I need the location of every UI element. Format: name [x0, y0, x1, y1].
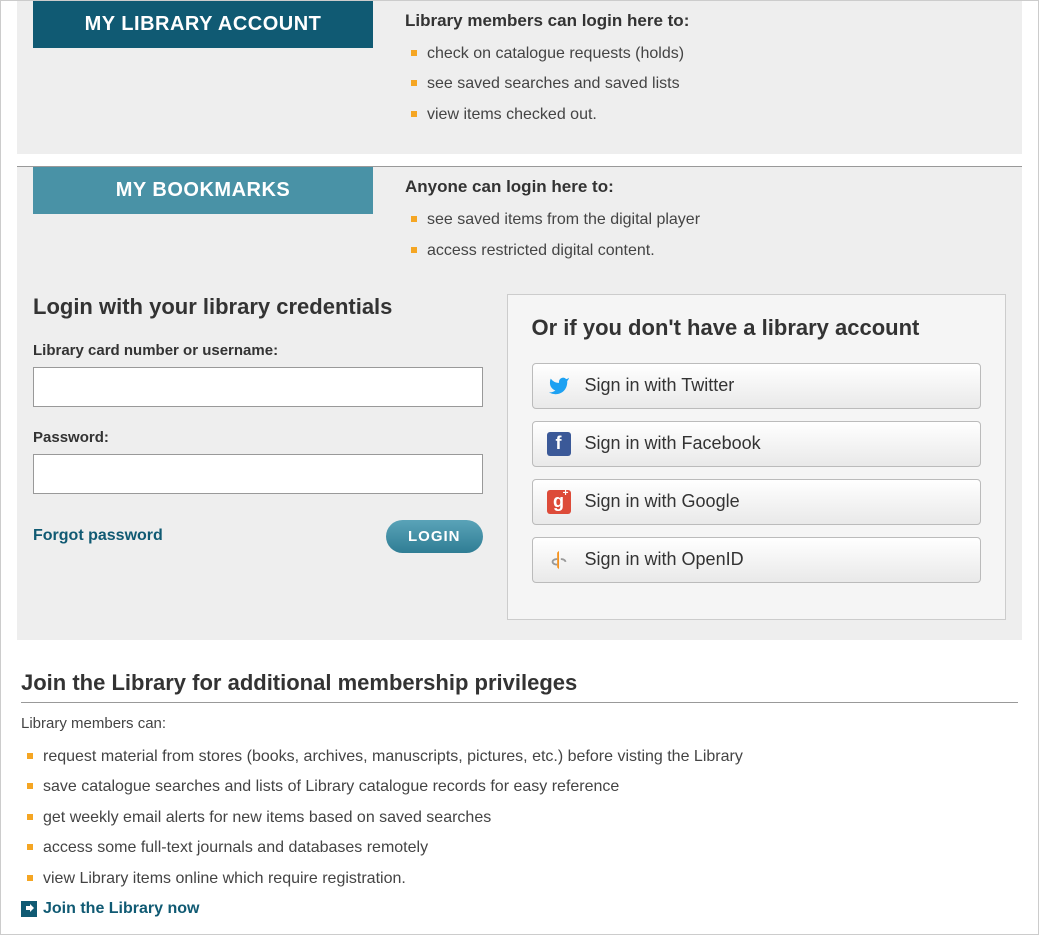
social-heading: Or if you don't have a library account	[532, 315, 982, 341]
join-link-row[interactable]: Join the Library now	[21, 900, 1018, 918]
account-top-row: MY LIBRARY ACCOUNT Library members can l…	[33, 1, 1006, 134]
login-heading: Login with your library credentials	[33, 294, 483, 320]
list-item: get weekly email alerts for new items ba…	[27, 807, 1018, 829]
bookmarks-heading[interactable]: MY BOOKMARKS	[33, 167, 373, 214]
arrow-icon	[21, 901, 37, 917]
google-icon: g	[547, 490, 571, 514]
bookmarks-top-row: MY BOOKMARKS Anyone can login here to: s…	[33, 167, 1006, 270]
twitter-label: Sign in with Twitter	[585, 375, 735, 396]
openid-label: Sign in with OpenID	[585, 549, 744, 570]
bookmarks-intro-title: Anyone can login here to:	[405, 177, 1006, 197]
account-intro-block: Library members can login here to: check…	[405, 1, 1006, 134]
openid-icon	[547, 548, 571, 572]
google-signin-button[interactable]: g Sign in with Google	[532, 479, 982, 525]
password-input[interactable]	[33, 454, 483, 494]
join-intro: Library members can:	[21, 715, 1018, 732]
facebook-icon: f	[547, 432, 571, 456]
openid-signin-button[interactable]: Sign in with OpenID	[532, 537, 982, 583]
account-list: check on catalogue requests (holds) see …	[405, 43, 1006, 126]
list-item: see saved searches and saved lists	[411, 73, 1006, 95]
login-area: Login with your library credentials Libr…	[33, 294, 1006, 620]
google-label: Sign in with Google	[585, 491, 740, 512]
list-item: access some full-text journals and datab…	[27, 837, 1018, 859]
card-label: Library card number or username:	[33, 342, 483, 359]
list-item: view items checked out.	[411, 104, 1006, 126]
form-footer: Forgot password LOGIN	[33, 520, 483, 553]
join-section: Join the Library for additional membersh…	[17, 670, 1022, 918]
facebook-label: Sign in with Facebook	[585, 433, 761, 454]
card-input[interactable]	[33, 367, 483, 407]
join-heading: Join the Library for additional membersh…	[21, 670, 1018, 703]
login-form: Login with your library credentials Libr…	[33, 294, 483, 620]
join-list: request material from stores (books, arc…	[21, 746, 1018, 890]
list-item: view Library items online which require …	[27, 868, 1018, 890]
join-link[interactable]: Join the Library now	[43, 900, 199, 918]
account-section: MY LIBRARY ACCOUNT Library members can l…	[17, 1, 1022, 154]
account-heading[interactable]: MY LIBRARY ACCOUNT	[33, 1, 373, 48]
bookmarks-section: MY BOOKMARKS Anyone can login here to: s…	[17, 167, 1022, 640]
list-item: access restricted digital content.	[411, 240, 1006, 262]
list-item: save catalogue searches and lists of Lib…	[27, 776, 1018, 798]
list-item: see saved items from the digital player	[411, 209, 1006, 231]
twitter-icon	[547, 374, 571, 398]
list-item: request material from stores (books, arc…	[27, 746, 1018, 768]
forgot-password-link[interactable]: Forgot password	[33, 527, 163, 545]
facebook-signin-button[interactable]: f Sign in with Facebook	[532, 421, 982, 467]
social-panel: Or if you don't have a library account S…	[507, 294, 1007, 620]
bookmarks-list: see saved items from the digital player …	[405, 209, 1006, 262]
account-intro-title: Library members can login here to:	[405, 11, 1006, 31]
login-button[interactable]: LOGIN	[386, 520, 483, 553]
twitter-signin-button[interactable]: Sign in with Twitter	[532, 363, 982, 409]
bookmarks-intro-block: Anyone can login here to: see saved item…	[405, 167, 1006, 270]
password-label: Password:	[33, 429, 483, 446]
list-item: check on catalogue requests (holds)	[411, 43, 1006, 65]
